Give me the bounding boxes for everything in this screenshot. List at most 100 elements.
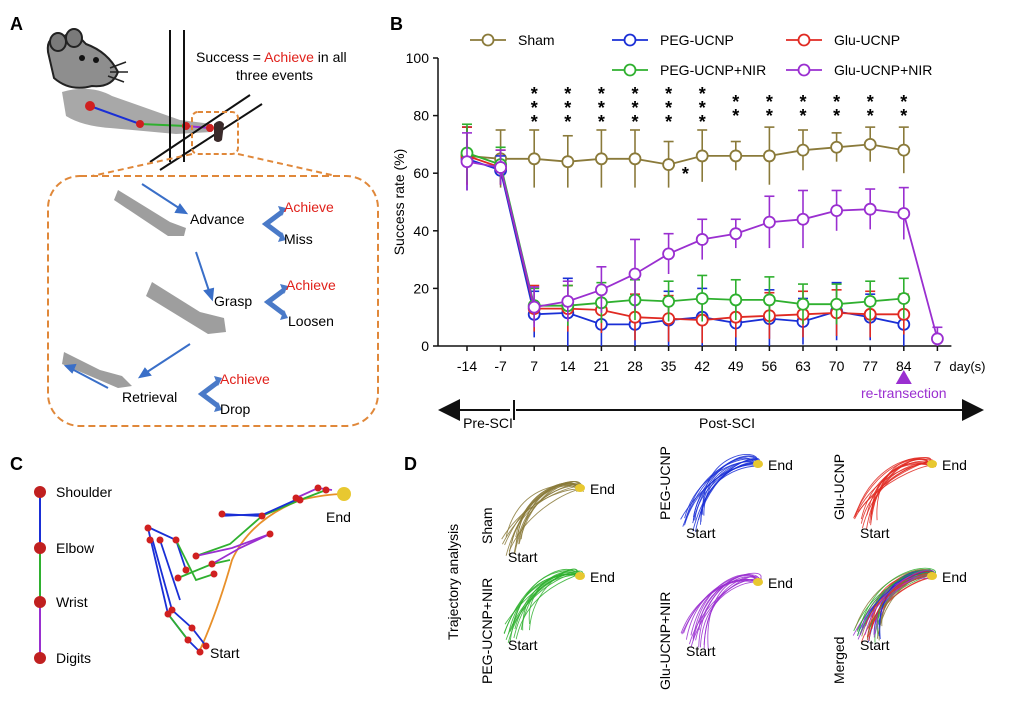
pre-sci-arrowhead <box>438 399 460 421</box>
significance-star: * <box>564 112 571 132</box>
joint-label-shoulder: Shoulder <box>56 484 112 500</box>
data-point-peg_nir <box>695 292 709 305</box>
food-pellet <box>214 121 224 142</box>
legend-marker-peg_nir <box>623 63 637 77</box>
panel-c: C Shoulder Elbow Wrist Digits <box>10 454 351 666</box>
x-tick-label: 7 <box>530 358 538 374</box>
data-point-glu_nir <box>628 267 642 281</box>
significance-star: * <box>799 106 806 126</box>
trajectory-glu_nir <box>695 574 756 641</box>
stick-figure-sequence <box>147 487 345 653</box>
significance-star: * <box>766 106 773 126</box>
trajectory-group-label-merged: Merged <box>831 637 847 684</box>
trajectory-end-dot-merged <box>927 572 937 580</box>
data-point-glu_nir <box>897 207 911 220</box>
zoom-line-left <box>91 153 193 177</box>
elbow-joint <box>136 120 144 128</box>
trajectory-peg <box>682 456 758 527</box>
trajectory-end-label-peg_nir: End <box>590 569 615 585</box>
significance-star: * <box>631 84 638 104</box>
data-point-sham <box>729 149 743 163</box>
trajectory-group-label-glu: Glu-UCNP <box>831 454 847 520</box>
zoom-box <box>191 111 239 155</box>
trajectory-peg_nir <box>503 573 579 635</box>
advance-achieve: Achieve <box>284 199 334 215</box>
trajectory-end-label-merged: End <box>942 569 967 585</box>
x-tick-label: 35 <box>661 358 677 374</box>
x-tick-label: -7 <box>494 358 507 374</box>
grasp-limb <box>146 282 226 334</box>
x-tick-label: 49 <box>728 358 744 374</box>
trajectory-end-label-peg: End <box>768 457 793 473</box>
post-sci-label: Post-SCI <box>699 415 755 431</box>
significance-star: * <box>665 84 672 104</box>
pre-sci-label: Pre-SCI <box>463 415 513 431</box>
significance-star: * <box>564 84 571 104</box>
success-rate-chart: 0 20 40 60 80 100 -14 -7 7 14 21 28 35 42 49 56 63 70 77 84… <box>391 32 986 431</box>
retrieval-drop: Drop <box>220 401 251 417</box>
significance-star: * <box>598 84 605 104</box>
trajectory-peg <box>680 457 760 520</box>
significance-star: * <box>598 98 605 118</box>
x-tick-label: 14 <box>560 358 576 374</box>
success-text-line2: three events <box>236 67 313 83</box>
trajectory-start-label-sham: Start <box>508 549 538 565</box>
branch-arrowheads <box>214 206 288 412</box>
grasp-loosen: Loosen <box>288 313 334 329</box>
data-point-glu_nir <box>763 215 776 229</box>
x-tick-label: -14 <box>457 358 477 374</box>
data-point-peg_nir <box>897 292 911 305</box>
retrieval-achieve: Achieve <box>220 371 270 387</box>
y-tick-label: 60 <box>413 165 429 181</box>
significance-star: * <box>699 112 706 132</box>
panel-a: A Success = Achieve in all t <box>10 14 379 427</box>
legend-marker-glu <box>797 33 811 47</box>
trajectory-start-label-peg_nir: Start <box>508 637 538 653</box>
significance-star: * <box>531 98 538 118</box>
trajectory-sham <box>508 485 578 556</box>
arm-segment-green <box>139 123 187 127</box>
x-tick-label: 70 <box>829 358 845 374</box>
end-dot <box>337 487 351 501</box>
data-point-glu_nir <box>796 212 810 226</box>
y-axis-label: Success rate (%) <box>391 149 407 256</box>
data-point-peg_nir <box>796 297 810 311</box>
event-grasp-label: Grasp <box>214 293 252 309</box>
data-point-glu_nir <box>595 283 608 297</box>
significance-star: * <box>766 92 773 112</box>
panel-c-letter: C <box>10 454 23 474</box>
x-tick-label: 21 <box>594 358 610 374</box>
x-axis-label: day(s) <box>949 359 985 374</box>
post-sci-arrowhead <box>962 399 984 421</box>
trajectory-merged <box>877 571 929 625</box>
data-point-sham <box>595 152 608 166</box>
legend-marker-peg <box>623 33 637 47</box>
data-point-sham <box>628 152 642 166</box>
arm-segment-purple <box>185 125 211 129</box>
trajectory-group-label-peg_nir: PEG-UCNP+NIR <box>479 578 495 684</box>
c-end-label: End <box>326 509 351 525</box>
joint-label-wrist: Wrist <box>56 594 88 610</box>
significance-star: * <box>900 106 907 126</box>
significance-star: * <box>564 98 571 118</box>
shoulder-joint <box>85 101 95 111</box>
trajectory-glu <box>870 458 930 516</box>
trajectory-glu <box>855 458 930 516</box>
significance-star: * <box>631 98 638 118</box>
trajectory-peg <box>703 459 757 516</box>
data-point-peg_nir <box>662 294 675 308</box>
trajectory-end-dot-sham <box>575 484 585 492</box>
trajectory-group-label-peg: PEG-UCNP <box>657 446 673 520</box>
trajectory-end-dot-glu <box>927 460 937 468</box>
data-point-peg_nir <box>729 293 743 307</box>
data-point-sham <box>662 158 675 171</box>
trajectory-end-dot-peg <box>753 460 763 468</box>
trajectory-peg_nir <box>504 568 578 625</box>
significance-star: * <box>531 84 538 104</box>
significance-star: * <box>833 106 840 126</box>
trajectory-end-label-glu: End <box>942 457 967 473</box>
significance-star: * <box>665 98 672 118</box>
data-point-glu_nir <box>830 204 843 218</box>
digit-joint <box>206 124 214 132</box>
trajectory-glu_nir <box>703 576 762 650</box>
